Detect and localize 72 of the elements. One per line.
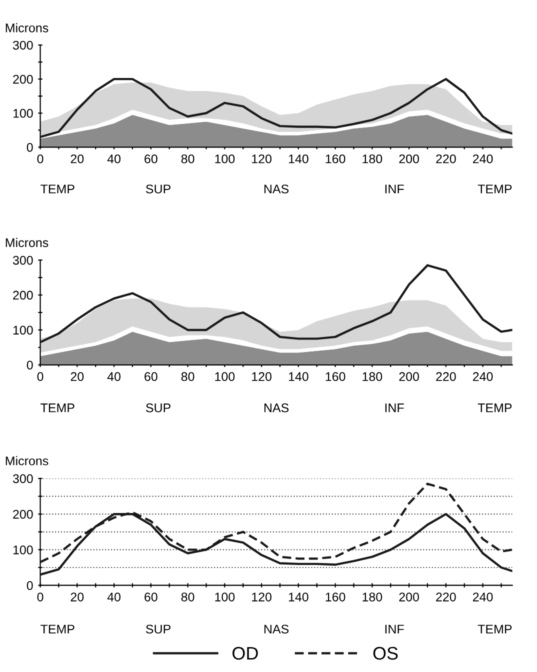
text: TEMP <box>478 624 512 634</box>
text: INF <box>385 184 404 194</box>
x-tick-label: 40 <box>107 592 120 602</box>
x-tick-label: 100 <box>215 372 235 382</box>
y-axis-title: Microns <box>6 238 48 248</box>
x-tick-label: 220 <box>436 592 456 602</box>
y-tick-label: 0 <box>26 360 33 370</box>
x-tick-label: 60 <box>144 154 158 164</box>
y-tick-label: 100 <box>13 545 33 554</box>
x-tick-label: 80 <box>181 154 194 164</box>
x-tick-label: 160 <box>326 154 346 164</box>
line-series <box>40 264 512 344</box>
y-tick-label: 300 <box>12 40 33 50</box>
legend-label: OS <box>373 646 398 660</box>
x-tick-label: 20 <box>70 372 84 382</box>
x-tick-label: 200 <box>399 372 419 382</box>
text: TEMP <box>478 184 512 194</box>
x-tick-label: 180 <box>362 154 382 164</box>
y-tick-label: 200 <box>13 290 33 300</box>
x-tick-label: 80 <box>181 372 194 382</box>
text: TEMP <box>40 184 74 194</box>
x-tick-label: 100 <box>215 592 235 602</box>
x-tick-label: 40 <box>107 154 120 164</box>
x-tick-label: 0 <box>37 372 44 382</box>
y-tick-label: 200 <box>13 510 33 519</box>
text: INF <box>385 624 404 634</box>
x-tick-label: 220 <box>436 154 456 164</box>
legend-label: OD <box>232 646 258 660</box>
y-axis-title: Microns <box>6 456 48 466</box>
text: NAS <box>264 403 289 412</box>
x-tick-label: 200 <box>399 592 419 602</box>
y-axis-title: Microns <box>6 23 48 32</box>
x-tick-label: 220 <box>436 372 456 382</box>
text: TEMP <box>40 624 74 634</box>
text: NAS <box>264 624 289 634</box>
x-tick-label: 20 <box>70 154 84 164</box>
x-tick-label: 80 <box>181 592 194 602</box>
text: INF <box>385 404 404 412</box>
x-tick-label: 60 <box>144 372 158 382</box>
x-tick-label: 140 <box>288 372 308 382</box>
x-tick-label: 60 <box>144 592 158 602</box>
y-tick-label: 0 <box>26 581 33 590</box>
x-tick-label: 40 <box>107 372 120 382</box>
x-tick-label: 140 <box>288 154 308 164</box>
x-tick-label: 140 <box>288 592 308 602</box>
text: SUP <box>146 403 170 412</box>
x-tick-label: 240 <box>473 592 493 602</box>
x-tick-label: 100 <box>215 154 235 164</box>
text: TEMP <box>478 404 512 412</box>
x-tick-label: 0 <box>37 154 44 164</box>
y-tick-label: 100 <box>13 108 33 118</box>
text: TEMP <box>40 404 74 412</box>
x-tick-label: 160 <box>326 592 346 602</box>
x-tick-label: 180 <box>362 592 382 602</box>
text: SUP <box>146 184 170 194</box>
y-tick-label: 300 <box>12 256 33 265</box>
x-tick-label: 0 <box>37 592 44 602</box>
x-tick-label: 20 <box>70 592 84 602</box>
x-tick-label: 120 <box>252 154 272 164</box>
y-tick-label: 200 <box>13 74 33 84</box>
x-tick-label: 200 <box>399 154 419 164</box>
text: SUP <box>146 624 170 634</box>
x-tick-label: 120 <box>252 592 272 602</box>
y-tick-label: 0 <box>26 142 33 152</box>
y-tick-label: 100 <box>13 326 33 335</box>
y-tick-label: 300 <box>12 474 33 484</box>
x-tick-label: 180 <box>362 372 382 382</box>
x-tick-label: 160 <box>326 372 346 382</box>
x-tick-label: 240 <box>473 154 493 164</box>
x-tick-label: 120 <box>252 372 272 382</box>
text: NAS <box>264 184 289 194</box>
x-tick-label: 240 <box>473 372 493 382</box>
